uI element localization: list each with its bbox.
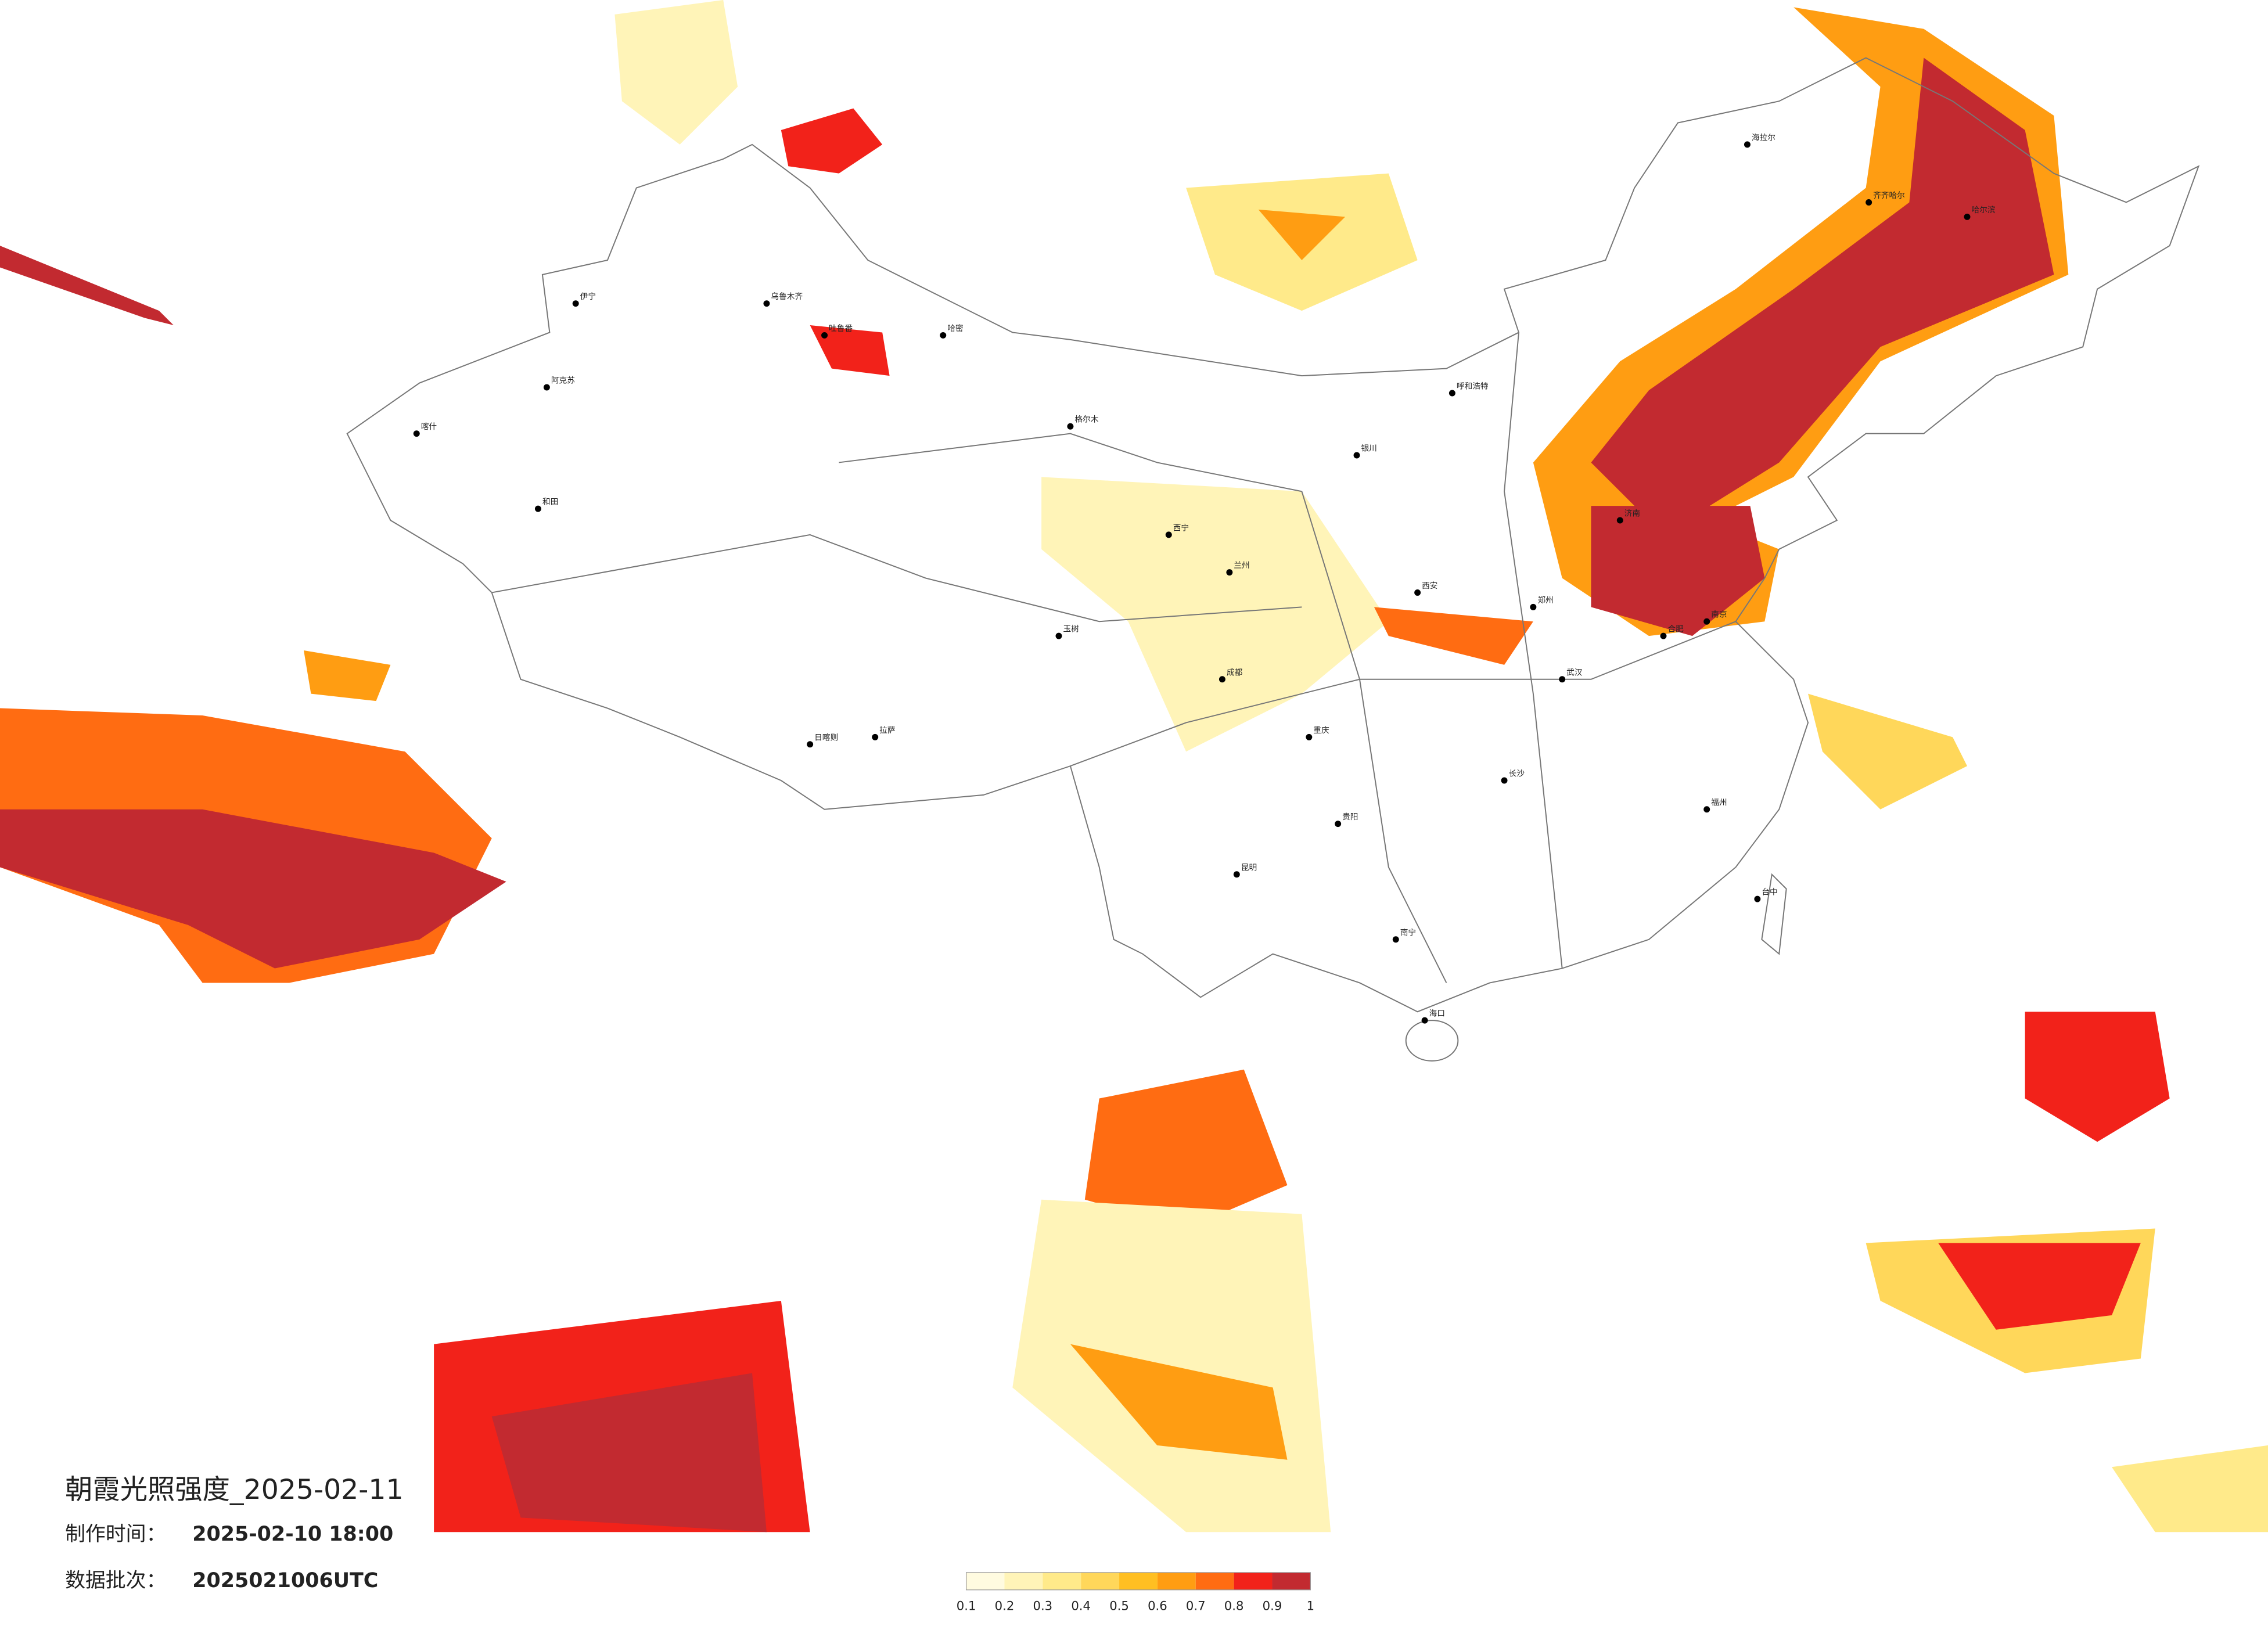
- city-label: 吐鲁番: [829, 324, 853, 333]
- city-dot: [1703, 618, 1710, 625]
- city-dot: [1055, 632, 1062, 639]
- city-label: 武汉: [1566, 668, 1583, 677]
- city-dot: [534, 505, 541, 512]
- city-dot: [1392, 936, 1399, 943]
- city-label: 格尔木: [1074, 415, 1098, 425]
- colorbar-tick-label: 0.6: [1148, 1599, 1167, 1613]
- intensity-field: [0, 0, 2268, 1533]
- colorbar-tick-label: 1: [1307, 1599, 1314, 1613]
- city-label: 贵阳: [1342, 812, 1358, 822]
- city-label: 哈尔滨: [1971, 206, 1995, 215]
- city-dot: [1616, 517, 1623, 524]
- city-dot: [1421, 1017, 1428, 1024]
- colorbar-tick-label: 0.5: [1109, 1599, 1129, 1613]
- city-label: 伊宁: [580, 292, 596, 301]
- colorbar-swatch: [1004, 1572, 1043, 1590]
- city-dot: [1306, 733, 1313, 740]
- city-label: 兰州: [1234, 561, 1249, 570]
- city-label: 和田: [542, 498, 558, 507]
- colorbar-swatch: [1157, 1572, 1196, 1590]
- city-label: 郑州: [1537, 596, 1553, 605]
- city-dot: [872, 733, 879, 740]
- city-dot: [763, 300, 770, 307]
- city-dot: [1501, 777, 1508, 784]
- colorbar-swatch: [1272, 1572, 1311, 1590]
- city-label: 台中: [1762, 888, 1777, 897]
- city-label: 昆明: [1241, 863, 1257, 872]
- city-label: 玉树: [1063, 625, 1079, 634]
- boundaries: [346, 57, 2200, 1062]
- city-dot: [1226, 569, 1233, 576]
- city-label: 拉萨: [879, 726, 895, 735]
- city-dot: [572, 300, 579, 307]
- city-label: 阿克苏: [551, 376, 575, 386]
- batch: 2025021006UTC: [192, 1569, 378, 1592]
- colorbar-tick-label: 0.2: [995, 1599, 1015, 1613]
- city-dot: [1448, 390, 1455, 397]
- city-dot: [1530, 603, 1537, 610]
- batch-label: 数据批次：: [65, 1569, 166, 1592]
- city-label: 哈密: [947, 323, 964, 333]
- colorbar-swatch: [1043, 1572, 1081, 1590]
- city-label: 日喀则: [814, 733, 838, 742]
- colorbar: 0.1 0.2 0.3 0.4 0.5 0.6 0.7 0.8 0.9 1: [957, 1572, 1314, 1613]
- colorbar-tick-label: 0.7: [1186, 1599, 1206, 1613]
- city-dot: [1335, 821, 1342, 828]
- production-time: 2025-02-10 18:00: [192, 1523, 393, 1546]
- city-dot: [1660, 632, 1667, 639]
- city-label: 成都: [1227, 668, 1243, 677]
- city-dot: [1964, 213, 1971, 220]
- city-label: 齐齐哈尔: [1873, 191, 1905, 200]
- city-dot: [1703, 806, 1710, 813]
- colorbar-tick-label: 0.4: [1071, 1599, 1091, 1613]
- colorbar-swatch: [966, 1572, 1005, 1590]
- city-label: 西宁: [1173, 523, 1189, 533]
- city-label: 南宁: [1400, 927, 1416, 937]
- city-dot: [1744, 141, 1751, 148]
- city-label: 西安: [1422, 581, 1437, 591]
- city-dot: [1165, 531, 1172, 538]
- colorbar-tick-label: 0.3: [1033, 1599, 1052, 1613]
- city-label: 重庆: [1313, 726, 1329, 735]
- city-dot: [1559, 676, 1566, 683]
- city-dot: [1353, 452, 1360, 459]
- city-label: 海拉尔: [1752, 133, 1775, 142]
- title: 朝霞光照强度_2025-02-11: [65, 1474, 403, 1506]
- city-dot: [1067, 423, 1074, 430]
- city-dot: [807, 741, 814, 748]
- city-label: 南京: [1711, 610, 1727, 620]
- city-dot: [413, 430, 420, 437]
- colorbar-swatch: [1195, 1572, 1234, 1590]
- city-dot: [1414, 589, 1421, 596]
- colorbar-tick-label: 0.8: [1224, 1599, 1244, 1613]
- city-dot: [543, 384, 550, 391]
- colorbar-swatch: [1119, 1572, 1158, 1590]
- production-time-label: 制作时间：: [65, 1523, 166, 1546]
- city-label: 呼和浩特: [1457, 382, 1489, 391]
- city-dot: [1754, 895, 1761, 902]
- city-label: 福州: [1711, 798, 1727, 807]
- colorbar-swatch: [1234, 1572, 1273, 1590]
- city-label: 济南: [1624, 509, 1640, 519]
- city-label: 乌鲁木齐: [771, 292, 803, 301]
- city-label: 长沙: [1509, 769, 1525, 779]
- city-label: 海口: [1429, 1009, 1445, 1019]
- city-dot: [821, 332, 828, 339]
- colorbar-swatch: [1081, 1572, 1120, 1590]
- colorbar-tick-label: 0.1: [957, 1599, 976, 1613]
- city-label: 合肥: [1667, 625, 1684, 634]
- city-label: 银川: [1361, 444, 1376, 454]
- city-dot: [1219, 676, 1225, 683]
- colorbar-tick-label: 0.9: [1263, 1599, 1282, 1613]
- colorbar-frame: [965, 1572, 1311, 1591]
- city-label: 喀什: [421, 422, 437, 431]
- city-dot: [1866, 199, 1872, 206]
- city-dot: [940, 332, 947, 339]
- city-dot: [1233, 871, 1240, 878]
